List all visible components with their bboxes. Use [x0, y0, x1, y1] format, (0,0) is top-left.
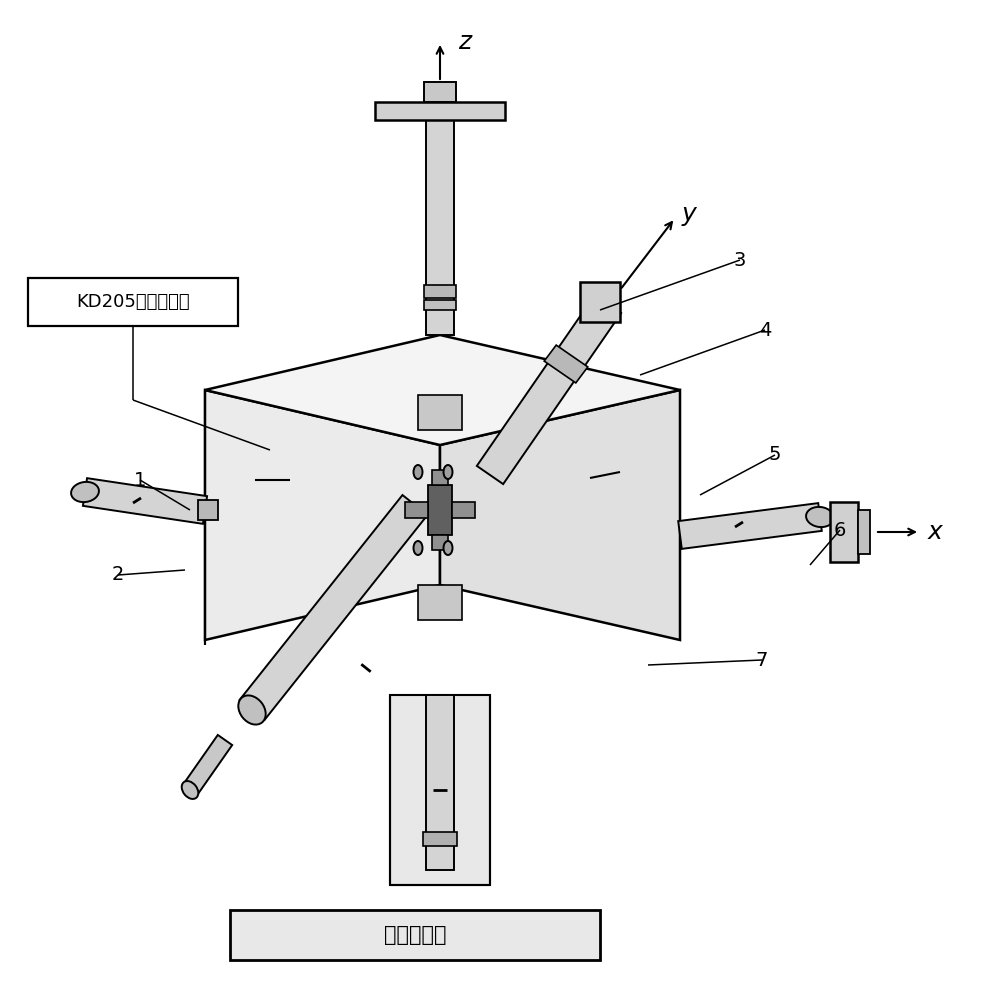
Text: y: y: [682, 202, 697, 226]
Polygon shape: [830, 502, 858, 562]
Ellipse shape: [414, 541, 422, 555]
Ellipse shape: [444, 465, 452, 479]
Text: 动态应变仪: 动态应变仪: [384, 925, 446, 945]
Ellipse shape: [444, 541, 452, 555]
Polygon shape: [205, 335, 680, 445]
Polygon shape: [418, 395, 462, 430]
Polygon shape: [428, 485, 452, 535]
Polygon shape: [423, 832, 457, 846]
Text: 6: 6: [834, 521, 846, 539]
Polygon shape: [426, 120, 454, 335]
Text: 2: 2: [112, 566, 124, 585]
Text: 7: 7: [756, 651, 768, 669]
Polygon shape: [424, 82, 456, 102]
Text: 5: 5: [769, 446, 781, 464]
Text: x: x: [928, 520, 943, 544]
Polygon shape: [440, 390, 680, 640]
Text: z: z: [458, 30, 471, 54]
Ellipse shape: [238, 695, 266, 725]
Text: 3: 3: [734, 250, 746, 269]
Polygon shape: [418, 585, 462, 620]
Polygon shape: [424, 300, 456, 310]
Polygon shape: [477, 295, 621, 484]
Polygon shape: [198, 500, 218, 520]
Polygon shape: [390, 695, 490, 885]
Ellipse shape: [414, 465, 422, 479]
Polygon shape: [426, 695, 454, 870]
Polygon shape: [544, 345, 588, 383]
Text: 1: 1: [134, 470, 146, 489]
Text: KD205红外测速仪: KD205红外测速仪: [76, 293, 190, 311]
Ellipse shape: [182, 781, 198, 799]
Polygon shape: [83, 478, 207, 524]
Polygon shape: [183, 735, 232, 795]
Polygon shape: [432, 470, 448, 485]
Polygon shape: [424, 285, 456, 298]
Polygon shape: [678, 503, 822, 549]
Ellipse shape: [806, 507, 834, 528]
Text: 4: 4: [759, 320, 771, 339]
Polygon shape: [452, 502, 475, 518]
Polygon shape: [28, 278, 238, 326]
Polygon shape: [432, 535, 448, 550]
Polygon shape: [230, 910, 600, 960]
Ellipse shape: [71, 482, 99, 502]
Polygon shape: [405, 502, 428, 518]
Polygon shape: [858, 510, 870, 554]
Polygon shape: [205, 390, 440, 640]
Polygon shape: [239, 495, 428, 720]
Polygon shape: [580, 282, 620, 322]
Polygon shape: [375, 102, 505, 120]
